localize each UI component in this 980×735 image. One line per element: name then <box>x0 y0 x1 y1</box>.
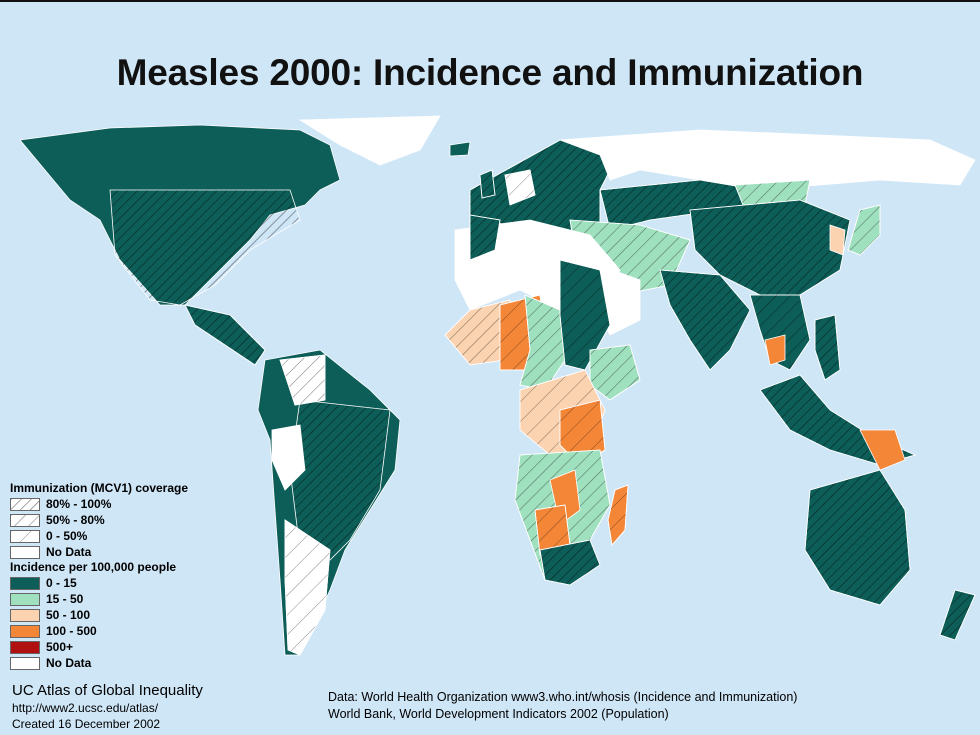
incidence-legend-title: Incidence per 100,000 people <box>10 560 177 574</box>
region-chile-argentina-hatch <box>284 519 331 656</box>
color-swatch <box>10 576 40 590</box>
color-swatch <box>10 640 40 654</box>
region-australia-hatch <box>804 469 911 606</box>
legend-row-immunization-mid: 50% - 80% <box>10 512 188 528</box>
dense-hatch-swatch <box>10 497 40 511</box>
color-swatch <box>10 592 40 606</box>
legend-row-incidence-0-15: 0 - 15 <box>10 575 188 591</box>
credit-url: http://www2.ucsc.edu/atlas/ <box>12 701 159 715</box>
atlas-credit: UC Atlas of Global Inequality http://www… <box>12 682 203 732</box>
legend-row-immunization-low: 0 - 50% <box>10 528 188 544</box>
region-russia <box>559 129 976 191</box>
region-central-europe-hatch <box>504 169 536 206</box>
source-line-2: World Bank, World Development Indicators… <box>328 707 669 721</box>
region-new-guinea <box>859 429 906 471</box>
credit-org: UC Atlas of Global Inequality <box>12 682 203 699</box>
legend-label: 0 - 15 <box>46 576 77 590</box>
no-hatch-swatch <box>10 545 40 559</box>
legend-label: 0 - 50% <box>46 529 88 543</box>
region-bolivia <box>271 424 306 491</box>
region-greenland <box>298 115 441 166</box>
color-swatch <box>10 624 40 638</box>
region-south-africa-hatch <box>539 539 601 586</box>
sparse-hatch-swatch <box>10 529 40 543</box>
legend-row-immunization-high: 80% - 100% <box>10 496 188 512</box>
map-title: Measles 2000: Incidence and Immunization <box>116 52 864 93</box>
region-new-zealand-hatch <box>939 589 976 641</box>
world-map <box>19 115 976 656</box>
region-korea <box>829 224 846 256</box>
region-india-hatch <box>659 269 751 371</box>
legend-row-incidence-50-100: 50 - 100 <box>10 607 188 623</box>
region-north-america-hatch <box>109 189 301 306</box>
legend-row-incidence-nodata: No Data <box>10 655 188 671</box>
medium-hatch-swatch <box>10 513 40 527</box>
region-ethiopia-hatch <box>589 344 641 401</box>
region-philippines-hatch <box>814 314 841 381</box>
region-japan-hatch <box>847 204 881 256</box>
source-line-1: Data: World Health Organization www3.who… <box>328 690 798 704</box>
immunization-legend-title: Immunization (MCV1) coverage <box>10 481 189 495</box>
legend-label: 500+ <box>46 640 74 654</box>
legend: Immunization (MCV1) coverage 80% - 100% … <box>10 481 188 671</box>
color-swatch <box>10 608 40 622</box>
legend-label: No Data <box>46 656 92 670</box>
legend-label: No Data <box>46 545 92 559</box>
top-border <box>0 0 980 2</box>
legend-label: 80% - 100% <box>46 497 112 511</box>
region-colombia-hatch <box>279 354 326 406</box>
legend-label: 50% - 80% <box>46 513 105 527</box>
data-source: Data: World Health Organization www3.who… <box>328 689 797 723</box>
region-uk-hatch <box>479 169 496 199</box>
region-myanmar <box>764 334 786 366</box>
legend-label: 50 - 100 <box>46 608 91 622</box>
region-morocco-hatch <box>469 214 501 261</box>
credit-date: Created 16 December 2002 <box>12 717 161 731</box>
legend-row-incidence-100-500: 100 - 500 <box>10 623 188 639</box>
region-iceland <box>449 141 471 157</box>
color-swatch <box>10 656 40 670</box>
region-southeast-asia-hatch <box>749 294 811 371</box>
legend-row-immunization-nodata: No Data <box>10 544 188 560</box>
legend-row-incidence-15-50: 15 - 50 <box>10 591 188 607</box>
region-madagascar-hatch <box>607 484 629 546</box>
legend-row-incidence-500-plus: 500+ <box>10 639 188 655</box>
legend-label: 15 - 50 <box>46 592 84 606</box>
legend-label: 100 - 500 <box>46 624 97 638</box>
region-central-america-hatch <box>184 304 266 366</box>
